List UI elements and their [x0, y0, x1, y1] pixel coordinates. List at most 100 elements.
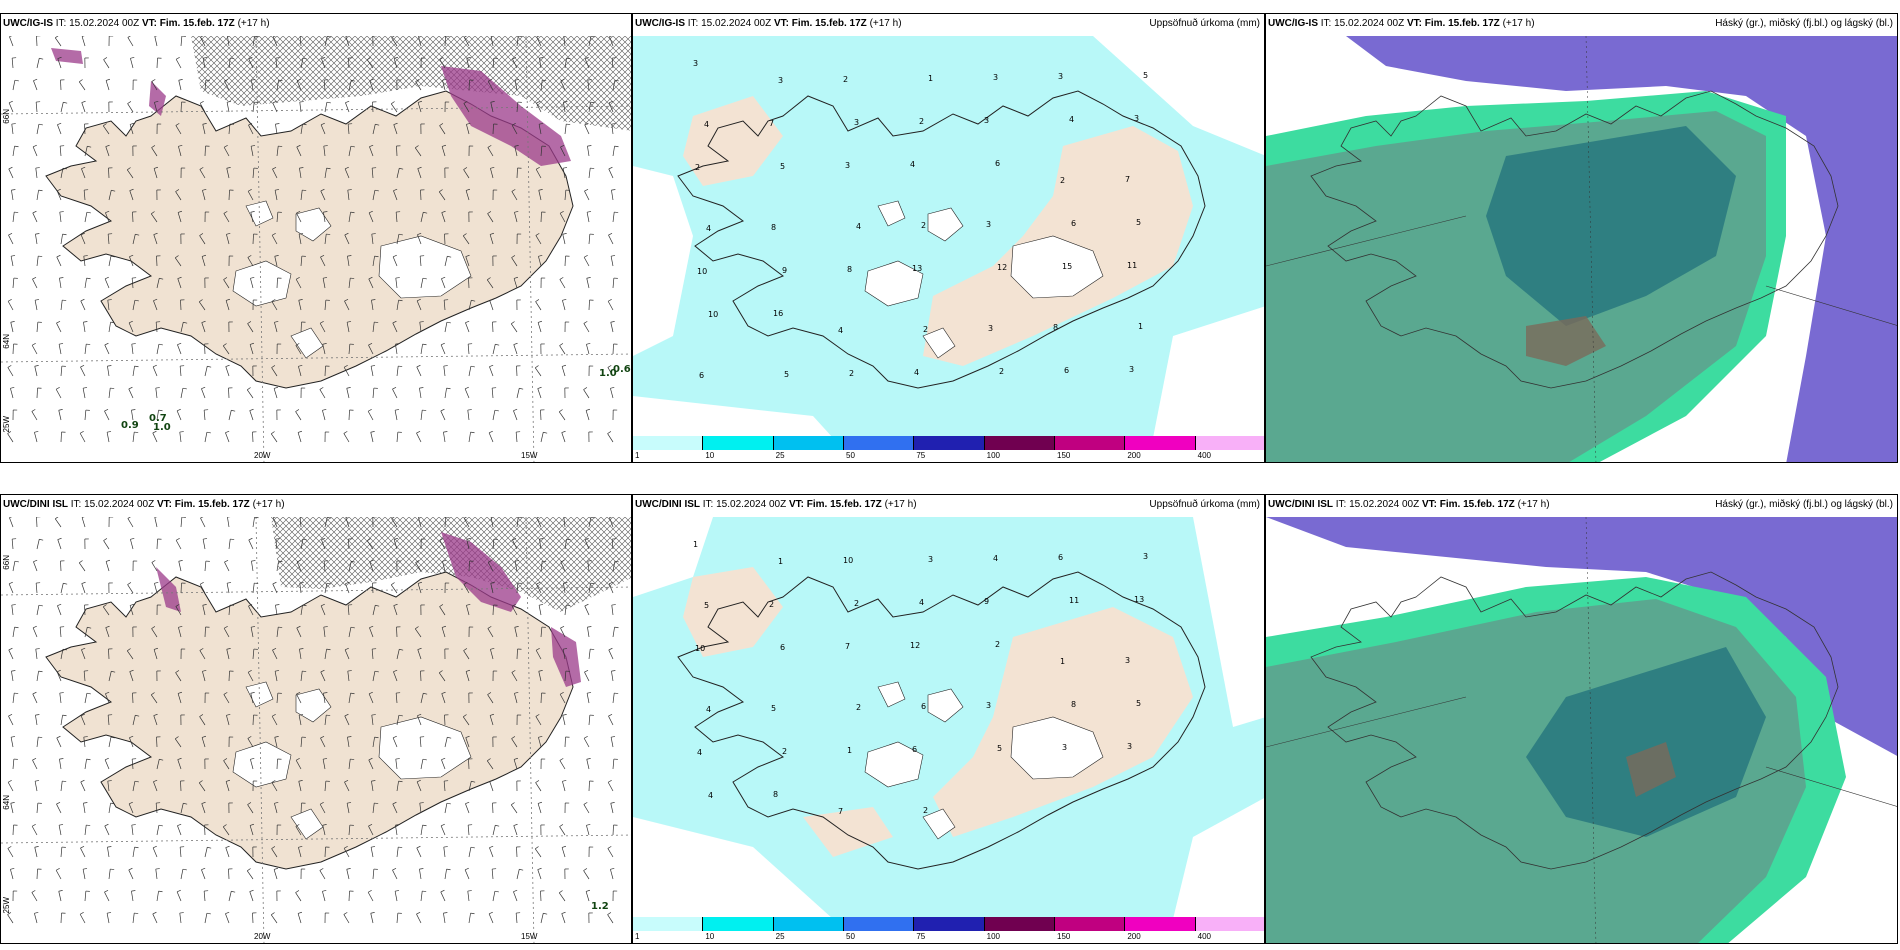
precip-value: 3	[778, 76, 783, 85]
wind-barb-flag	[231, 890, 236, 893]
wind-barb	[489, 366, 494, 377]
wind-barb	[201, 737, 206, 748]
wind-barb	[104, 759, 110, 770]
wind-barb-flag	[393, 669, 398, 672]
wind-barb-flag	[586, 758, 591, 760]
wind-barb-flag	[538, 735, 543, 738]
wind-barb	[444, 737, 448, 748]
wind-barb-flag	[607, 299, 612, 302]
wind-barb	[612, 146, 615, 157]
wind-barb	[252, 649, 255, 660]
wind-barb	[107, 781, 110, 792]
precip-value: 4	[1069, 115, 1074, 124]
wind-barb-flag	[31, 409, 36, 412]
wind-barb-flag	[224, 78, 229, 82]
wind-barb	[80, 715, 86, 726]
wind-barb-flag	[442, 559, 447, 562]
wind-barb-flag	[175, 538, 180, 541]
wind-barb	[344, 781, 350, 792]
wind-barb-flag	[59, 343, 64, 345]
wind-barb-flag	[417, 100, 423, 103]
wind-barb	[392, 256, 398, 267]
wind-barb-flag	[614, 626, 619, 629]
wind-barb	[416, 847, 422, 858]
wind-barb	[462, 716, 470, 726]
wind-barb	[395, 759, 398, 770]
wind-barb	[179, 913, 182, 924]
wind-barb-flag	[154, 581, 159, 584]
wind-barb	[487, 628, 494, 638]
wind-barb	[34, 432, 38, 443]
wind-barb-flag	[175, 736, 179, 740]
wind-barb-flag	[223, 343, 227, 347]
wind-barb	[444, 36, 446, 47]
wind-barb	[559, 279, 566, 289]
wind-barb-flag	[110, 736, 115, 739]
wind-barb	[12, 80, 16, 91]
wind-barb	[441, 627, 446, 638]
wind-barb	[12, 759, 15, 770]
wind-barb	[348, 627, 352, 638]
wind-barb-flag	[345, 36, 349, 37]
wind-barb	[180, 322, 184, 333]
wind-barb-flag	[415, 145, 419, 149]
wind-barb-flag	[103, 57, 108, 60]
wind-barb	[607, 433, 614, 443]
wind-barb	[54, 518, 62, 528]
wind-barb-flag	[345, 581, 350, 584]
wind-barb	[299, 583, 302, 594]
wind-barb-flag	[585, 889, 591, 892]
wind-barb	[561, 913, 566, 924]
wind-barb-flag	[177, 342, 182, 345]
wind-barb-flag	[153, 166, 159, 169]
wind-barb	[372, 256, 375, 267]
wind-barb-flag	[513, 823, 518, 826]
legend-swatch	[1195, 917, 1264, 931]
region-boundary	[1266, 215, 1467, 267]
wind-barb-flag	[319, 321, 324, 324]
wind-barb	[129, 671, 134, 682]
wind-barb	[204, 80, 207, 91]
wind-barb-flag	[225, 845, 230, 848]
wind-barb-flag	[134, 365, 139, 368]
legend-tick-label: 1	[635, 932, 640, 941]
wind-barb-flag	[326, 101, 331, 104]
wind-barb-flag	[271, 714, 276, 717]
wind-barb	[515, 432, 518, 443]
wind-value-label: 1.2	[591, 901, 609, 912]
dry-land-area	[683, 96, 783, 186]
wind-barb-flag	[274, 736, 279, 738]
wind-barb	[371, 300, 374, 311]
wind-barb	[588, 234, 591, 245]
precip-value: 3	[1134, 114, 1139, 123]
wind-barb	[443, 300, 446, 311]
wind-barb	[275, 58, 278, 69]
wind-barb	[102, 606, 110, 616]
wind-barb-flag	[271, 912, 275, 916]
wind-barb-flag	[369, 78, 374, 81]
precip-value: 7	[838, 807, 843, 816]
wind-barb	[156, 891, 159, 902]
wind-barb	[156, 825, 160, 836]
wind-barb	[535, 301, 542, 311]
wind-barb-flag	[441, 625, 447, 628]
wind-barb	[468, 366, 472, 377]
wind-barb	[609, 36, 614, 47]
wind-barb	[584, 539, 590, 550]
wind-barb-flag	[513, 276, 519, 279]
wind-barb	[395, 825, 398, 836]
precip-value: 6	[995, 159, 1000, 168]
wind-barb-flag	[322, 343, 327, 345]
wind-barb	[538, 190, 542, 201]
wind-barb	[320, 256, 326, 267]
precip-value: 1	[778, 557, 783, 566]
wind-barb	[298, 234, 302, 245]
wind-barb	[204, 847, 208, 858]
wind-barb-flag	[320, 603, 325, 607]
wind-barb	[204, 145, 206, 157]
wind-barb	[489, 781, 494, 792]
wind-barb	[516, 517, 519, 528]
wind-barb	[108, 648, 110, 660]
wind-barb	[588, 517, 592, 528]
wind-barb	[8, 102, 14, 113]
